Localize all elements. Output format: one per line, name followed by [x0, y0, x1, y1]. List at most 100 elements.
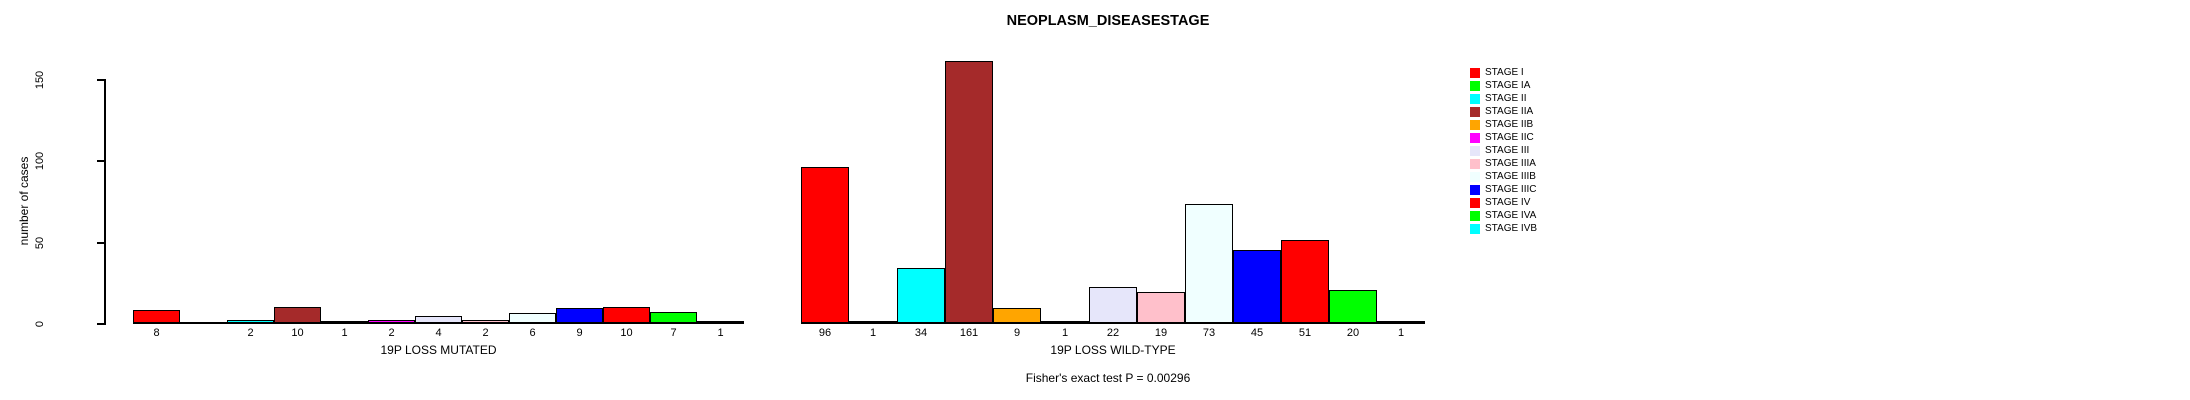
legend-color-swatch: [1470, 145, 1480, 156]
y-tick-label-100: 100: [34, 152, 46, 171]
legend-item-stage-i: STAGE I: [1470, 66, 1524, 79]
legend-color-swatch: [1470, 119, 1480, 130]
y-tick-100: [97, 160, 104, 163]
bar-19p-loss-wild-type-stage-ii: [897, 267, 945, 323]
x-axis-label-mutated: 19P LOSS MUTATED: [380, 343, 497, 357]
legend-item-stage-iib: STAGE IIB: [1470, 118, 1533, 131]
bar-19p-loss-wild-type-stage-iva: [1329, 290, 1377, 323]
bar-value-label: 1: [1397, 327, 1405, 339]
y-tick-label-150: 150: [34, 70, 46, 90]
bar-value-label: 7: [670, 327, 677, 339]
bar-19p-loss-wild-type-stage-iii: [1089, 287, 1137, 323]
bar-value-label: 2: [482, 327, 489, 339]
bar-value-label: 20: [1346, 327, 1360, 339]
legend-item-stage-iii: STAGE III: [1470, 144, 1529, 157]
legend-color-swatch: [1470, 158, 1480, 169]
legend-item-stage-ii: STAGE II: [1470, 92, 1527, 105]
bar-value-label: 4: [435, 327, 442, 339]
legend-color-swatch: [1470, 223, 1480, 234]
bar-19p-loss-mutated-stage-iva: [650, 311, 697, 323]
legend-item-stage-iiic: STAGE IIIC: [1470, 183, 1537, 196]
bar-value-label: 19: [1154, 327, 1168, 339]
y-tick-150: [97, 79, 104, 81]
bar-value-label: 2: [388, 327, 395, 339]
bar-value-label: 9: [576, 327, 583, 339]
legend-label: STAGE IV: [1485, 197, 1531, 208]
bar-value-label: 8: [153, 327, 160, 339]
bar-19p-loss-mutated-stage-iiia: [462, 319, 509, 323]
bar-value-label: 1: [717, 327, 724, 339]
legend-color-swatch: [1470, 93, 1480, 104]
legend-item-stage-ia: STAGE IA: [1470, 79, 1530, 92]
legend-label: STAGE I: [1485, 67, 1524, 78]
legend-label: STAGE IVB: [1485, 223, 1538, 234]
bar-19p-loss-wild-type-stage-iiia: [1137, 292, 1185, 323]
bar-value-label: 1: [1061, 327, 1069, 339]
bar-19p-loss-wild-type-stage-ivb: [1377, 321, 1425, 324]
bar-19p-loss-wild-type-stage-i: [801, 166, 849, 323]
legend-color-swatch: [1470, 197, 1480, 208]
bar-19p-loss-mutated-stage-iv: [603, 306, 650, 323]
bar-19p-loss-mutated-stage-ii: [227, 319, 274, 323]
bar-19p-loss-mutated-stage-iiib: [509, 313, 556, 323]
bar-19p-loss-mutated-stage-ivb: [697, 321, 744, 324]
bar-value-label: 96: [818, 327, 832, 339]
legend-item-stage-iia: STAGE IIA: [1470, 105, 1533, 118]
legend-label: STAGE IIB: [1485, 119, 1534, 130]
bar-19p-loss-mutated-stage-iii: [415, 316, 462, 323]
bar-19p-loss-wild-type-stage-ia: [849, 321, 897, 324]
bar-value-label: 10: [291, 327, 304, 339]
bar-19p-loss-mutated-stage-iic: [368, 319, 415, 323]
legend-item-stage-iic: STAGE IIC: [1470, 131, 1534, 144]
legend-color-swatch: [1470, 67, 1480, 78]
legend-label: STAGE IIIC: [1485, 184, 1537, 195]
bar-value-label: 73: [1202, 327, 1216, 339]
bar-value-label: 45: [1250, 327, 1264, 339]
bar-19p-loss-wild-type-stage-iia: [945, 61, 993, 323]
bar-value-label: 22: [1106, 327, 1120, 339]
fisher-test-annotation: Fisher's exact test P = 0.00296: [1025, 371, 1191, 385]
legend-label: STAGE III: [1485, 145, 1530, 156]
bar-value-label: 6: [529, 327, 536, 339]
legend-color-swatch: [1470, 184, 1480, 195]
bar-value-label: 34: [914, 327, 928, 339]
bar-value-label: 9: [1013, 327, 1021, 339]
bar-value-label: 10: [620, 327, 633, 339]
bar-value-label: 1: [341, 327, 348, 339]
y-axis-label: number of cases: [17, 156, 31, 246]
legend-color-swatch: [1470, 171, 1480, 182]
y-tick-0: [97, 323, 104, 325]
bar-value-label: 161: [959, 327, 979, 339]
chart-title: NEOPLASM_DISEASESTAGE: [1006, 13, 1210, 29]
bar-19p-loss-mutated-stage-i: [133, 309, 180, 323]
legend-color-swatch: [1470, 210, 1480, 221]
legend-label: STAGE IIA: [1485, 106, 1534, 117]
bar-19p-loss-mutated-stage-iiic: [556, 308, 603, 323]
bar-value-label: 1: [869, 327, 877, 339]
bar-19p-loss-mutated-stage-iib: [321, 321, 368, 324]
legend-item-stage-iiia: STAGE IIIA: [1470, 157, 1536, 170]
y-tick-label-0: 0: [34, 320, 46, 328]
bar-value-label: 2: [247, 327, 254, 339]
legend-color-swatch: [1470, 132, 1480, 143]
bar-19p-loss-mutated-stage-iia: [274, 306, 321, 323]
legend-item-stage-iiib: STAGE IIIB: [1470, 170, 1536, 183]
y-tick-label-50: 50: [34, 236, 46, 249]
legend-label: STAGE IIIB: [1485, 171, 1536, 182]
bar-19p-loss-wild-type-stage-iv: [1281, 240, 1329, 323]
legend-item-stage-iv: STAGE IV: [1470, 196, 1530, 209]
legend-label: STAGE IVA: [1485, 210, 1537, 221]
legend-label: STAGE IA: [1485, 80, 1531, 91]
bar-19p-loss-wild-type-stage-iiib: [1185, 204, 1233, 323]
legend-label: STAGE IIIA: [1485, 158, 1536, 169]
bar-value-label: 51: [1298, 327, 1312, 339]
legend-item-stage-iva: STAGE IVA: [1470, 209, 1536, 222]
x-axis-label-wildtype: 19P LOSS WILD-TYPE: [1050, 343, 1176, 357]
bar-19p-loss-wild-type-stage-iiic: [1233, 249, 1281, 323]
legend-item-stage-ivb: STAGE IVB: [1470, 222, 1537, 235]
legend-color-swatch: [1470, 106, 1480, 117]
legend-label: STAGE IIC: [1485, 132, 1534, 143]
legend-label: STAGE II: [1485, 93, 1527, 104]
legend-color-swatch: [1470, 80, 1480, 91]
